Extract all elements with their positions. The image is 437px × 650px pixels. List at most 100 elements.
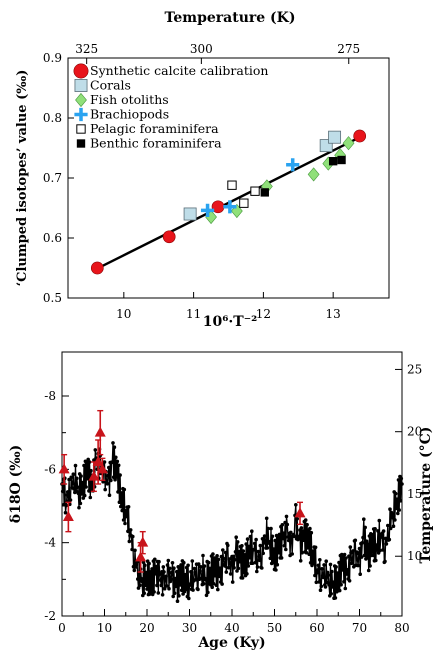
d18o-point [379,535,383,539]
d18o-point [248,534,253,539]
d18o-point [357,551,361,556]
legend-marker-filled-square [76,139,86,148]
legend-label: Fish otoliths [90,92,169,107]
d18o-point [325,580,329,585]
legend-marker-plus [74,107,88,122]
d18o-point [374,543,379,547]
d18o-point [196,562,201,566]
bottom-x-tick-label: 0 [58,621,66,635]
d18o-point [300,550,304,555]
d18o-point [325,570,330,575]
d18o-point [303,518,308,522]
d18o-point [217,574,222,579]
d18o-point [244,542,248,546]
d18o-point [133,548,137,553]
d18o-point [347,579,352,583]
d18o-point [245,572,249,576]
d18o-point [339,582,343,587]
d18o-point [337,588,342,593]
d18o-point [400,482,404,486]
y-axis-title: ‘Clumped isotopes’ value (‰) [15,70,30,287]
d18o-point [138,583,142,588]
d18o-point [123,521,127,526]
legend-label: Benthic foraminifera [90,136,222,151]
d18o-point [274,568,278,572]
d18o-point [343,586,348,591]
legend-label: Corals [90,78,131,93]
data-point-filled-square [260,188,269,197]
bottom-y2-axis-title: Temperature (°C) [418,427,434,564]
d18o-point [250,561,255,565]
top-tick-label: 325 [75,42,98,56]
d18o-point [130,547,134,552]
top-chart: Temperature (K) 325 300 275 10 11 12 13 0.5 0.6… [15,10,390,330]
d18o-point [362,517,366,521]
legend-label: Synthetic calcite calibration [90,63,268,78]
d18o-point [214,583,219,588]
d18o-point [220,582,224,586]
d18o-point [89,468,93,473]
d18o-point [216,587,220,592]
d18o-point [393,491,398,496]
d18o-point [280,523,285,527]
d18o-point [164,574,168,579]
d18o-point [371,553,375,558]
bottom-y-tick-label: -2 [44,609,56,623]
d18o-point [236,566,241,571]
d18o-point [388,526,393,531]
d18o-point [78,501,83,506]
d18o-point [234,535,238,539]
d18o-point [384,542,389,546]
d18o-point [301,529,305,533]
d18o-point [121,518,126,522]
d18o-point [72,487,76,491]
d18o-point [156,591,161,595]
d18o-point [132,568,137,573]
data-point-open-square [227,180,237,190]
d18o-point [260,566,264,570]
d18o-point [192,566,197,571]
bottom-x-tick-label: 60 [309,621,324,635]
d18o-point [345,572,349,576]
d18o-point [281,531,286,535]
d18o-point [111,441,115,445]
d18o-point [261,551,266,556]
d18o-point [281,536,285,541]
d18o-point [340,568,345,572]
triangle-point [92,456,104,466]
d18o-point [264,516,269,521]
d18o-point [282,543,287,548]
legend-label: Pelagic foraminifera [90,121,219,136]
d18o-point [333,596,338,600]
d18o-point [243,553,247,557]
bottom-y-tick-label: -4 [44,536,56,550]
d18o-point [347,554,351,558]
triangle-point [96,463,108,474]
triangle-point [137,536,149,547]
d18o-point [147,561,151,566]
d18o-point [221,548,225,552]
legend-marker-circle [73,63,89,79]
d18o-point [171,594,175,599]
d18o-point [119,491,124,495]
d18o-point [182,560,186,565]
d18o-point [170,561,175,565]
d18o-point [148,570,153,574]
d18o-point [318,588,323,592]
d18o-point [223,550,228,555]
d18o-point [110,460,115,465]
d18o-point [179,563,183,567]
d18o-point [254,569,259,574]
d18o-point [155,583,159,588]
bottom-x-tick-label: 70 [352,621,367,635]
d18o-point [315,571,319,575]
d18o-point [103,487,107,492]
d18o-point [233,557,237,562]
d18o-point [306,546,310,550]
d18o-point [254,537,258,542]
d18o-point [359,555,364,559]
d18o-point [105,482,110,486]
d18o-point [277,550,281,555]
d18o-point [170,570,174,575]
d18o-point [246,564,251,568]
